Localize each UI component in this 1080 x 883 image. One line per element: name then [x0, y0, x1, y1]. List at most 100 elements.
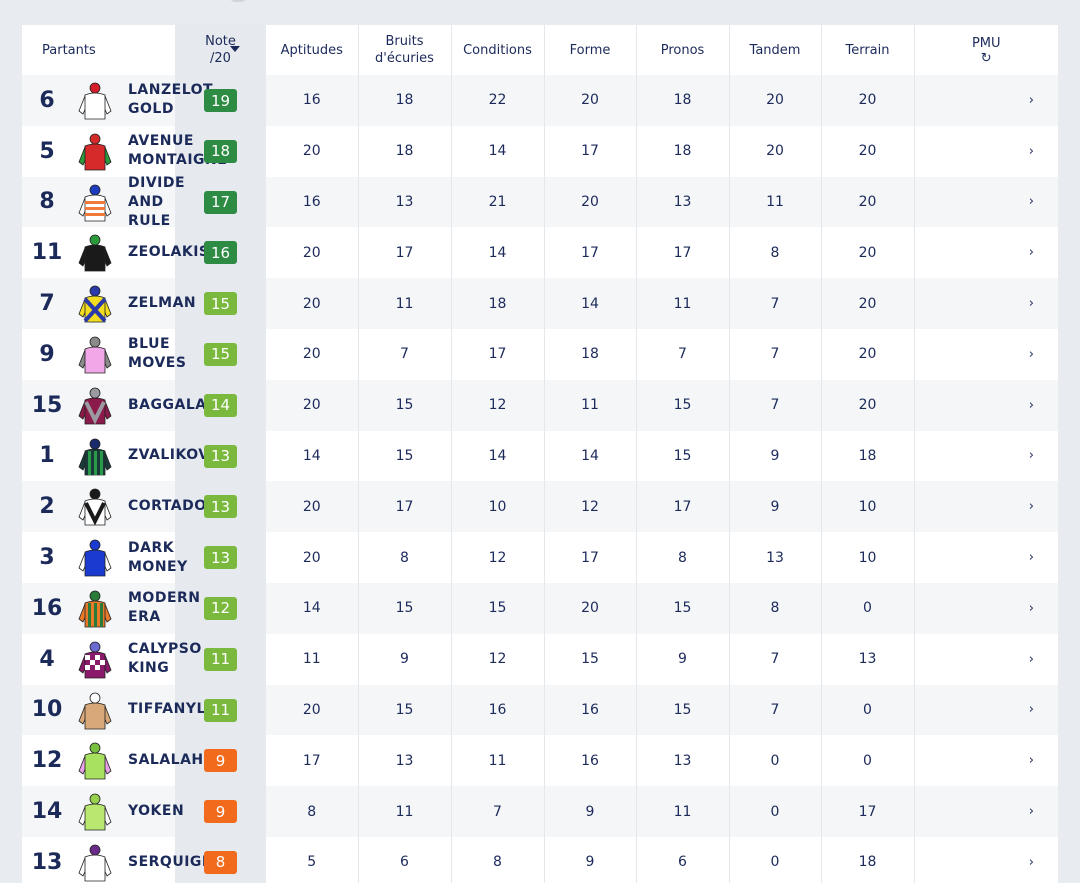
runner-cell[interactable]: 4 CALYPSO KING	[22, 634, 201, 685]
table-row[interactable]: 10 TIFFANYLITA 11 20 15 16 16 15 7 0 ›	[22, 684, 1058, 736]
runner-cell[interactable]: 1 ZVALIKOVA	[22, 431, 219, 482]
runner-cell[interactable]: 10 TIFFANYLITA	[22, 684, 231, 736]
runner-name[interactable]: BLUE MOVES	[128, 329, 214, 380]
header-forme[interactable]: Forme	[544, 25, 637, 75]
header-aptitudes[interactable]: Aptitudes	[266, 25, 359, 75]
row-expand-cell[interactable]: ›	[914, 837, 1058, 883]
runner-cell[interactable]: 5 AVENUE MONTAIGNE	[22, 126, 227, 177]
table-row[interactable]: 15 BAGGALA 14 20 15 12 11 15 7 20 ›	[22, 379, 1058, 431]
header-pronos[interactable]: Pronos	[636, 25, 730, 75]
row-expand-cell[interactable]: ›	[914, 379, 1058, 431]
table-row[interactable]: 3 DARK MONEY 13 20 8 12 17 8 13 10 ›	[22, 532, 1058, 583]
table-row[interactable]: 8 DIVIDE AND RULE 17 16 13 21 20 13 11 20 ›	[22, 175, 1058, 229]
row-expand-cell[interactable]: ›	[914, 634, 1058, 685]
chevron-right-icon[interactable]: ›	[1028, 92, 1034, 108]
chevron-right-icon[interactable]: ›	[1028, 143, 1034, 159]
header-partants[interactable]: Partants	[42, 42, 96, 58]
header-conditions[interactable]: Conditions	[451, 25, 545, 75]
runner-cell[interactable]: 13 SERQUIGNY	[22, 837, 224, 883]
row-expand-cell[interactable]: ›	[914, 481, 1058, 533]
score-terrain: 10	[821, 532, 915, 583]
runner-name[interactable]: SALALAH	[128, 735, 214, 786]
table-row[interactable]: 6 LANZELOT GOLD 19 16 18 22 20 18 20 20 ›	[22, 75, 1058, 126]
score-bruits: 18	[358, 125, 452, 177]
runner-cell[interactable]: 7 ZELMAN	[22, 278, 196, 329]
row-expand-cell[interactable]: ›	[914, 582, 1058, 634]
row-expand-cell[interactable]: ›	[914, 786, 1058, 837]
runner-name[interactable]: ZELMAN	[128, 278, 214, 329]
runner-cell[interactable]: 11 ZEOLAKIS	[22, 227, 209, 278]
chevron-right-icon[interactable]: ›	[1028, 753, 1034, 769]
row-expand-cell[interactable]: ›	[914, 176, 1058, 228]
table-row[interactable]: 1 ZVALIKOVA 13 14 15 14 14 15 9 18 ›	[22, 430, 1058, 482]
runner-name[interactable]: AVENUE MONTAIGNE	[128, 126, 227, 177]
runner-number: 10	[31, 697, 63, 723]
runner-cell[interactable]: 16 MODERN ERA	[22, 582, 200, 634]
runner-cell[interactable]: 9 BLUE MOVES	[22, 329, 186, 380]
header-note-sort[interactable]: Note /20	[175, 25, 266, 75]
chevron-right-icon[interactable]: ›	[1028, 245, 1034, 261]
table-row[interactable]: 13 SERQUIGNY 8 5 6 8 9 6 0 18 ›	[22, 836, 1058, 883]
runner-name[interactable]: MODERN ERA	[128, 583, 214, 634]
table-row[interactable]: 12 SALALAH 9 17 13 11 16 13 0 0 ›	[22, 735, 1058, 787]
header-bruits[interactable]: Bruits d'écuries	[358, 25, 452, 75]
runner-name[interactable]: SERQUIGNY	[128, 837, 224, 883]
runner-name[interactable]: BAGGALA	[128, 380, 214, 431]
note-badge: 13	[204, 444, 237, 468]
jockey-silk-icon	[77, 843, 113, 883]
score-conditions: 14	[451, 430, 545, 482]
runner-name[interactable]: CALYPSO KING	[128, 634, 214, 685]
row-expand-cell[interactable]: ›	[914, 431, 1058, 482]
table-row[interactable]: 2 CORTADO 13 20 17 10 12 17 9 10 ›	[22, 481, 1058, 533]
header-terrain[interactable]: Terrain	[821, 25, 915, 75]
row-expand-cell[interactable]: ›	[914, 227, 1058, 278]
runner-cell[interactable]: 14 YOKEN	[22, 786, 184, 837]
chevron-right-icon[interactable]: ›	[1028, 550, 1034, 566]
table-row[interactable]: 5 AVENUE MONTAIGNE 18 20 18 14 17 18 20 20 ›	[22, 125, 1058, 177]
score-conditions: 12	[451, 379, 545, 431]
runner-name[interactable]: DARK MONEY	[128, 532, 214, 583]
header-pmu[interactable]: PMU ↻	[914, 25, 1058, 75]
chevron-right-icon[interactable]: ›	[1028, 397, 1034, 413]
chevron-right-icon[interactable]: ›	[1028, 346, 1034, 362]
row-expand-cell[interactable]: ›	[914, 532, 1058, 583]
runner-cell[interactable]: 12 SALALAH	[22, 735, 203, 786]
chevron-right-icon[interactable]: ›	[1028, 600, 1034, 616]
refresh-icon[interactable]: ↻	[980, 50, 992, 66]
table-row[interactable]: 7 ZELMAN 15 20 11 18 14 11 7 20 ›	[22, 278, 1058, 329]
runner-cell[interactable]: 8 DIVIDE AND RULE	[22, 175, 185, 229]
row-expand-cell[interactable]: ›	[914, 75, 1058, 126]
jockey-silk-icon	[77, 741, 113, 781]
runner-cell[interactable]: 2 CORTADO	[22, 481, 206, 533]
runner-name[interactable]: ZEOLAKIS	[128, 227, 214, 278]
runner-name[interactable]: ZVALIKOVA	[128, 431, 219, 482]
runner-name[interactable]: LANZELOT GOLD	[128, 75, 214, 126]
runner-name[interactable]: CORTADO	[128, 481, 214, 532]
row-expand-cell[interactable]: ›	[914, 329, 1058, 380]
runner-cell[interactable]: 15 BAGGALA	[22, 379, 206, 431]
score-conditions: 18	[451, 278, 545, 329]
chevron-right-icon[interactable]: ›	[1028, 804, 1034, 820]
row-expand-cell[interactable]: ›	[914, 278, 1058, 329]
table-row[interactable]: 11 ZEOLAKIS 16 20 17 14 17 17 8 20 ›	[22, 227, 1058, 279]
row-expand-cell[interactable]: ›	[914, 735, 1058, 786]
table-row[interactable]: 4 CALYPSO KING 11 11 9 12 15 9 7 13 ›	[22, 633, 1058, 685]
chevron-right-icon[interactable]: ›	[1028, 448, 1034, 464]
chevron-right-icon[interactable]: ›	[1028, 296, 1034, 312]
table-row[interactable]: 14 YOKEN 9 8 11 7 9 11 0 17 ›	[22, 786, 1058, 837]
chevron-right-icon[interactable]: ›	[1028, 651, 1034, 667]
row-expand-cell[interactable]: ›	[914, 684, 1058, 736]
row-expand-cell[interactable]: ›	[914, 126, 1058, 177]
runner-name[interactable]: YOKEN	[128, 786, 214, 837]
chevron-right-icon[interactable]: ›	[1028, 702, 1034, 718]
header-tandem[interactable]: Tandem	[729, 25, 822, 75]
runner-name[interactable]: DIVIDE AND RULE	[128, 175, 214, 229]
chevron-right-icon[interactable]: ›	[1028, 194, 1034, 210]
runner-cell[interactable]: 6 LANZELOT GOLD	[22, 75, 213, 126]
chevron-right-icon[interactable]: ›	[1028, 854, 1034, 870]
table-row[interactable]: 16 MODERN ERA 12 14 15 15 20 15 8 0 ›	[22, 582, 1058, 634]
table-row[interactable]: 9 BLUE MOVES 15 20 7 17 18 7 7 20 ›	[22, 328, 1058, 380]
runner-name-line: DARK	[128, 539, 175, 556]
runner-cell[interactable]: 3 DARK MONEY	[22, 532, 187, 583]
chevron-right-icon[interactable]: ›	[1028, 499, 1034, 515]
